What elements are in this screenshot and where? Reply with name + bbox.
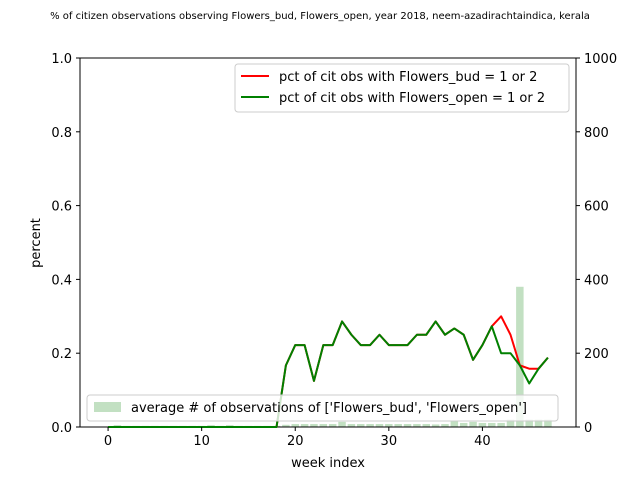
series-line-open [108, 320, 549, 428]
bar-41 [488, 422, 496, 427]
bar-26 [347, 424, 356, 427]
x-tick-label: 30 [381, 434, 398, 449]
y2-tick-label: 800 [584, 126, 609, 141]
y-tick-label: 0.6 [51, 200, 72, 215]
x-axis-label: week index [291, 456, 365, 471]
bar-30 [385, 424, 393, 427]
y-axis-ticks: 0.0 0.2 0.4 0.6 0.8 1.0 [51, 52, 80, 436]
bar-45 [525, 419, 533, 427]
y2-axis-ticks: 0 200 400 600 800 1000 [576, 52, 617, 436]
bar-25 [338, 421, 346, 427]
bar-29 [375, 424, 384, 427]
legend-lines: pct of cit obs with Flowers_bud = 1 or 2… [234, 63, 570, 113]
bar-39 [469, 421, 477, 427]
legend-label-open: pct of cit obs with Flowers_open = 1 or … [279, 91, 545, 106]
legend-box [234, 63, 570, 113]
bar-21 [300, 424, 309, 427]
bar-27 [357, 424, 365, 427]
bar-47 [544, 419, 552, 427]
bar-33 [413, 424, 421, 427]
legend-bar-swatch [94, 402, 121, 412]
y2-tick-label: 1000 [584, 52, 617, 67]
y2-tick-label: 400 [584, 273, 609, 288]
y2-tick-label: 200 [584, 347, 609, 362]
x-tick-label: 40 [474, 434, 491, 449]
y2-tick-label: 600 [584, 200, 609, 215]
bar-22 [310, 424, 318, 427]
chart-title: % of citizen observations observing Flow… [50, 11, 590, 22]
bar-34 [422, 424, 431, 427]
y-tick-label: 1.0 [51, 52, 72, 67]
bar-28 [366, 424, 374, 427]
x-tick-label: 0 [104, 434, 112, 449]
x-tick-label: 20 [287, 434, 304, 449]
bar-37 [450, 421, 459, 427]
bar-23 [319, 424, 328, 427]
y-axis-label: percent [29, 218, 44, 268]
bar-42 [497, 422, 505, 427]
bar-43 [506, 419, 515, 427]
bar-40 [478, 422, 487, 427]
bar-31 [394, 424, 402, 427]
y-tick-label: 0.8 [51, 126, 72, 141]
bar-20 [291, 424, 299, 427]
bar-19 [282, 424, 290, 427]
plot-frame [79, 57, 577, 428]
legend-bars: average # of observations of ['Flowers_b… [86, 394, 559, 422]
legend-bar-box [86, 394, 559, 422]
line-series-group [108, 315, 549, 428]
bar-46 [534, 419, 543, 427]
x-tick-label: 10 [193, 434, 210, 449]
legend-bar-label: average # of observations of ['Flowers_b… [131, 401, 527, 416]
bar-35 [431, 424, 440, 427]
bar-32 [403, 424, 412, 427]
y2-tick-label: 0 [584, 421, 592, 436]
bar-36 [441, 424, 449, 427]
y-tick-label: 0.4 [51, 273, 72, 288]
bar-44 [516, 286, 524, 427]
bar-38 [459, 422, 468, 427]
bar-24 [328, 424, 337, 427]
legend-label-bud: pct of cit obs with Flowers_bud = 1 or 2 [279, 70, 537, 85]
y-tick-label: 0.0 [51, 421, 72, 436]
y-tick-label: 0.2 [51, 347, 72, 362]
x-axis-ticks: 0 10 20 30 40 [104, 427, 491, 449]
